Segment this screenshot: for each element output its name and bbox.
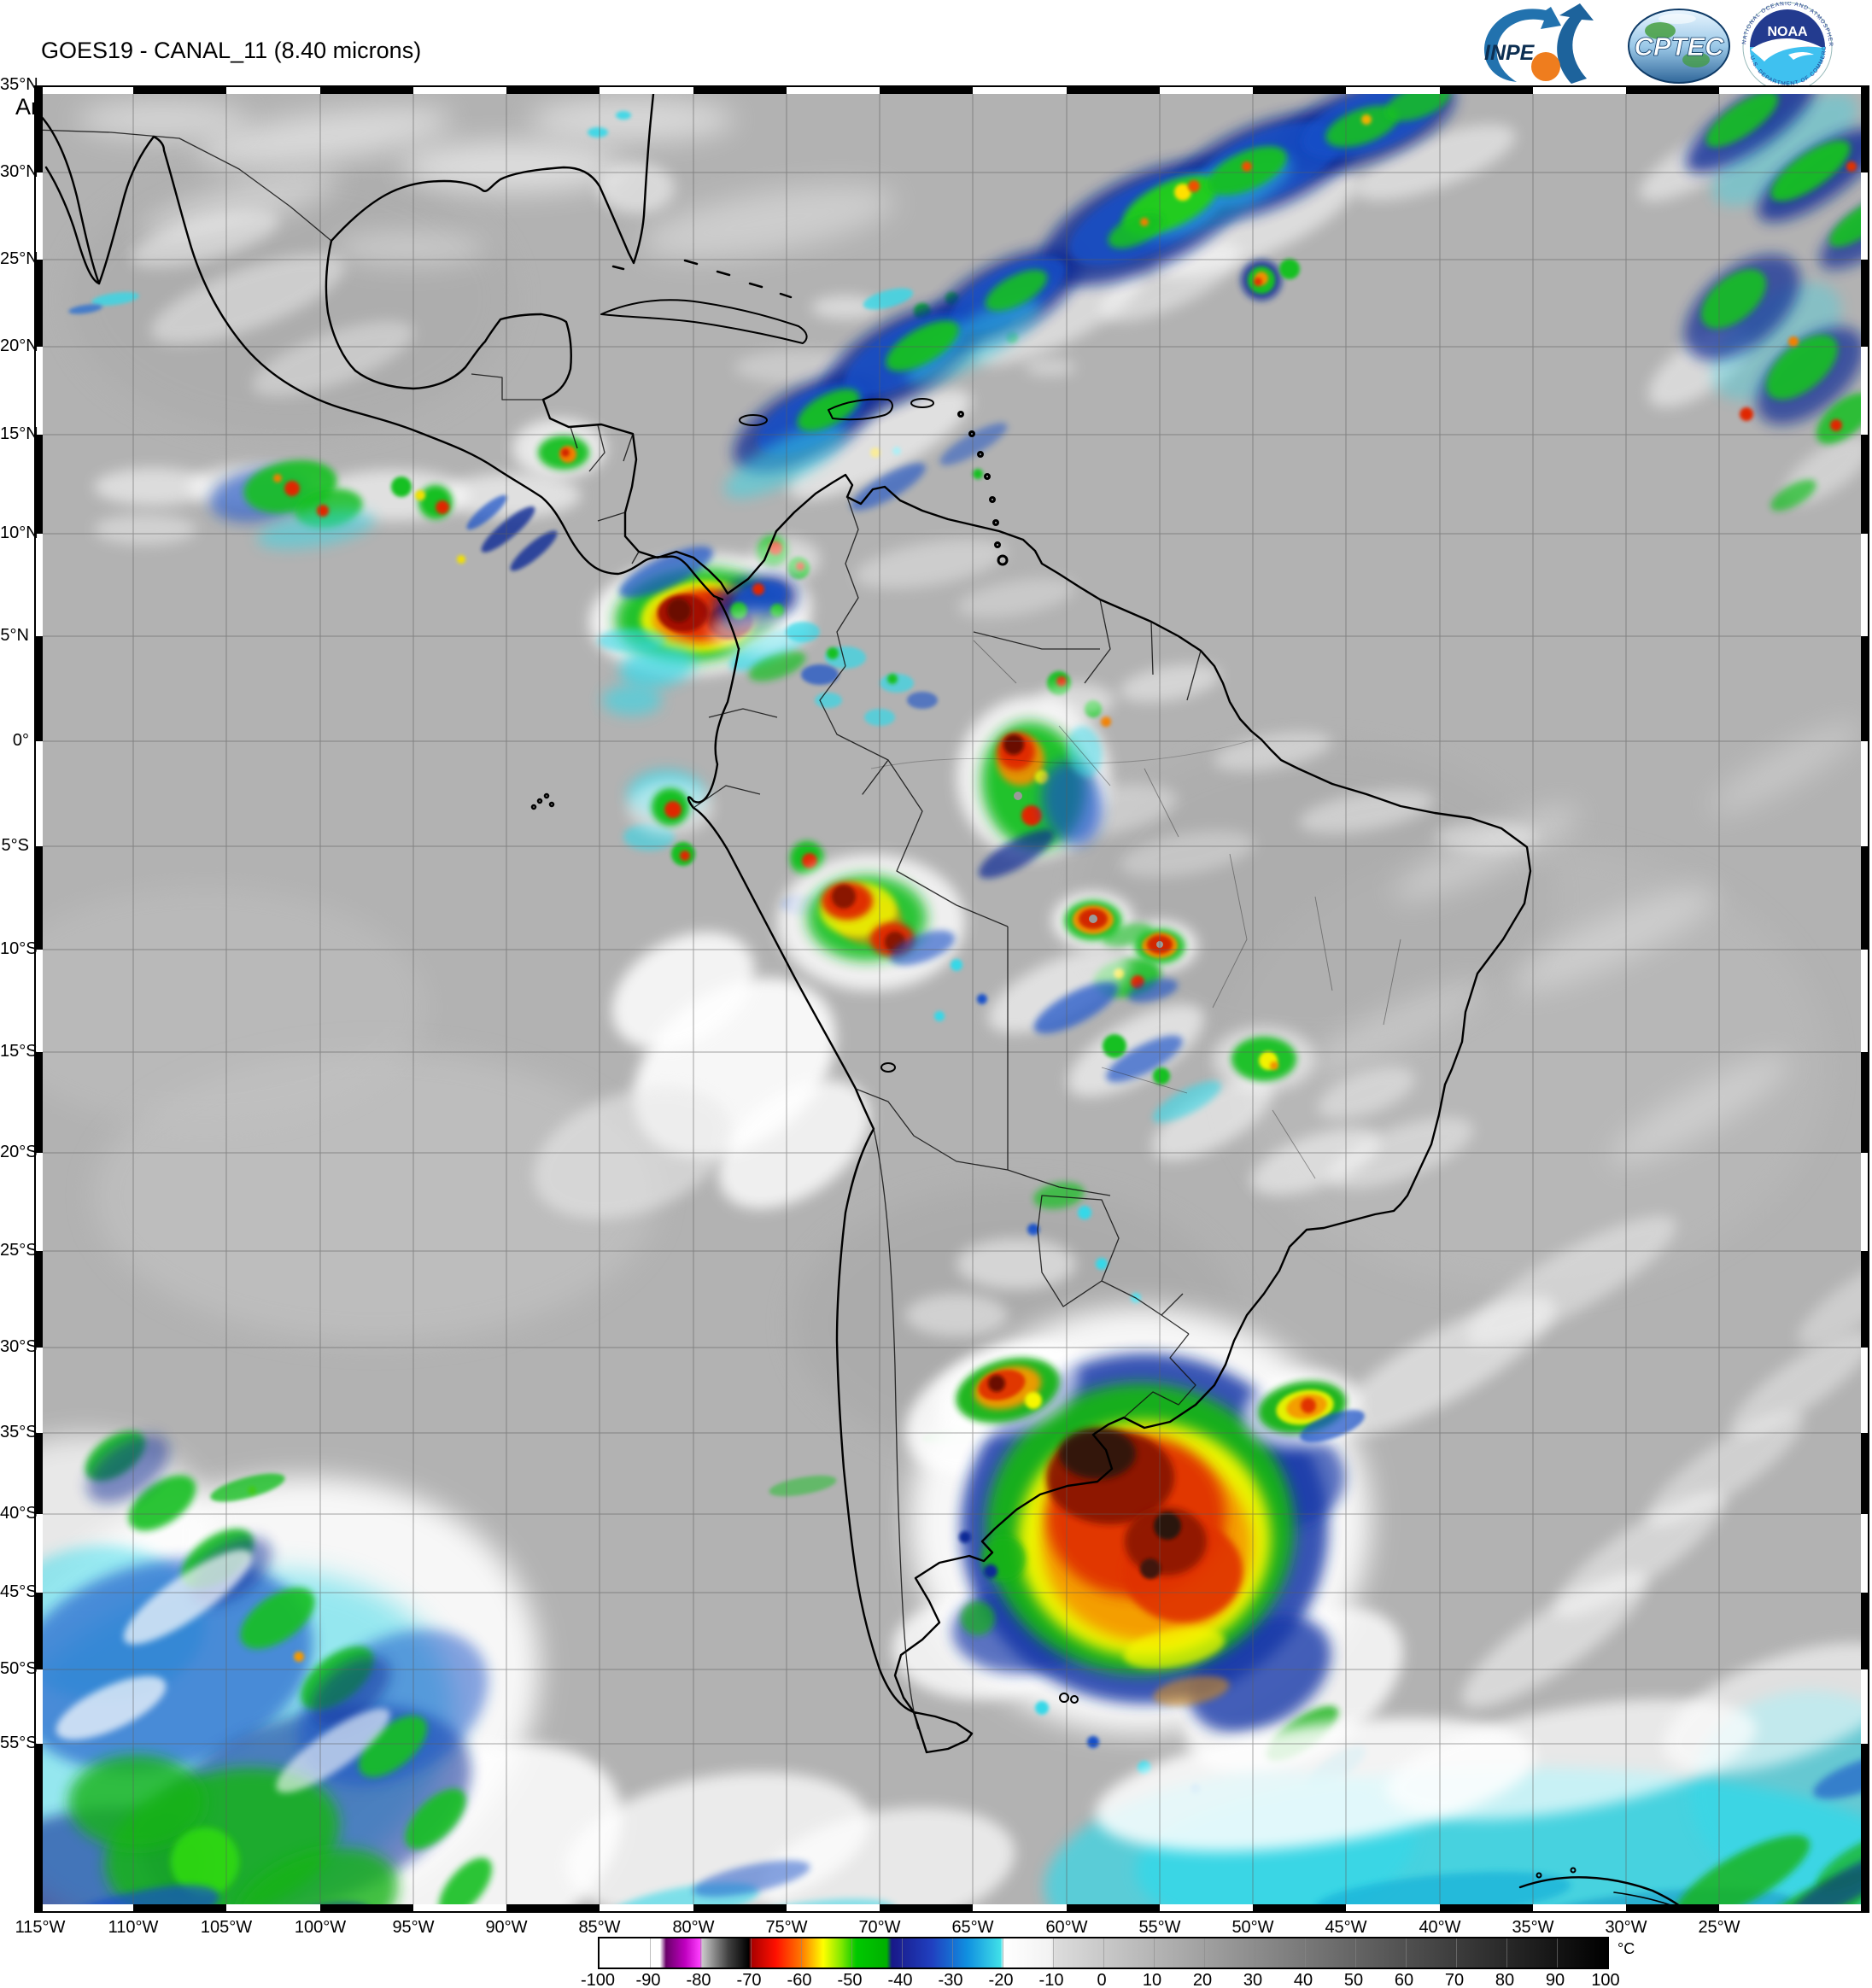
country-borders <box>34 129 1202 1730</box>
color-scale-tick-line <box>751 1938 752 1968</box>
color-scale-tick-line <box>650 1938 651 1968</box>
lon-label: 65°W <box>951 1918 994 1937</box>
color-scale-tick-label: -50 <box>837 1971 863 1988</box>
color-scale-tick-line <box>1355 1938 1356 1968</box>
color-scale-tick-line <box>851 1938 852 1968</box>
lat-label: 55°S <box>0 1734 38 1752</box>
lon-label: 60°W <box>1045 1918 1088 1937</box>
color-scale-tick-label: -60 <box>787 1971 812 1988</box>
color-scale-tick-label: 0 <box>1097 1971 1107 1988</box>
color-scale-tick-label: -90 <box>635 1971 661 1988</box>
inpe-logo-text: INPE <box>1484 41 1536 65</box>
color-scale-tick-line <box>700 1938 701 1968</box>
color-scale-tick-line <box>1103 1938 1104 1968</box>
lon-label: 70°W <box>858 1918 901 1937</box>
lat-label: 30°S <box>0 1337 38 1356</box>
lon-label: 75°W <box>765 1918 808 1937</box>
lon-label: 40°W <box>1419 1918 1461 1937</box>
lon-label: 85°W <box>578 1918 621 1937</box>
color-scale-tick-label: -20 <box>988 1971 1014 1988</box>
storm-argentina <box>892 1307 1403 1794</box>
color-scale-tick-line <box>1154 1938 1155 1968</box>
lat-label: 15°N <box>0 424 38 443</box>
lat-label: 0° <box>12 731 29 750</box>
color-scale-bar <box>598 1937 1609 1969</box>
color-scale-tick-label: 80 <box>1495 1971 1515 1988</box>
lat-label: 35°S <box>0 1423 38 1441</box>
color-scale-tick-label: 30 <box>1243 1971 1263 1988</box>
color-scale-tick-line <box>1557 1938 1558 1968</box>
lat-label: 5°S <box>1 836 29 855</box>
color-scale-tick-label: 50 <box>1343 1971 1364 1988</box>
color-scale-tick-label: 20 <box>1192 1971 1213 1988</box>
color-scale-tick-label: -100 <box>580 1971 616 1988</box>
convection-se-brazil <box>988 948 1415 1196</box>
coastlines <box>34 85 1686 1911</box>
color-scale-tick-line <box>1204 1938 1205 1968</box>
lon-label: 50°W <box>1231 1918 1274 1937</box>
lon-label: 90°W <box>485 1918 528 1937</box>
noaa-logo-icon: NOAA NATIONAL OCEANIC AND ATMOSPHERIC AD… <box>1737 2 1833 92</box>
lon-label: 35°W <box>1512 1918 1554 1937</box>
logo-row: INPE CPTEC NOAA NATIONAL <box>1471 0 1872 94</box>
color-scale-tick-line <box>801 1938 802 1968</box>
lon-label: 55°W <box>1138 1918 1181 1937</box>
lon-label: 25°W <box>1698 1918 1740 1937</box>
lat-label: 20°S <box>0 1143 38 1161</box>
lat-label: 45°S <box>0 1582 38 1601</box>
color-scale-tick-label: -40 <box>887 1971 913 1988</box>
color-scale-tick-label: -30 <box>938 1971 963 1988</box>
inpe-logo-icon: INPE <box>1483 3 1594 84</box>
color-scale-tick-label: 100 <box>1591 1971 1620 1988</box>
cptec-logo-text: CPTEC <box>1634 32 1724 61</box>
lon-label: 115°W <box>15 1918 66 1937</box>
color-scale-tick-line <box>1456 1938 1457 1968</box>
lat-label: 25°S <box>0 1241 38 1260</box>
cptec-logo-icon: CPTEC <box>1628 9 1730 84</box>
lat-label: 5°N <box>0 626 29 645</box>
state-borders <box>870 640 1401 1179</box>
lon-label: 100°W <box>294 1918 347 1937</box>
color-scale-tick-label: 40 <box>1293 1971 1313 1988</box>
lon-label: 110°W <box>108 1918 159 1937</box>
color-scale-tick-label: 10 <box>1142 1971 1162 1988</box>
map-neatline <box>34 85 1869 1913</box>
lat-label: 10°S <box>0 939 38 958</box>
color-scale-unit: °C <box>1618 1940 1635 1957</box>
cloud-fields <box>77 98 1860 1437</box>
color-scale-tick-label: 90 <box>1545 1971 1565 1988</box>
lat-label: 50°S <box>0 1659 38 1678</box>
lon-label: 30°W <box>1605 1918 1647 1937</box>
lon-label: 95°W <box>392 1918 435 1937</box>
color-scale-tick-line <box>952 1938 953 1968</box>
lon-label: 45°W <box>1325 1918 1367 1937</box>
graticule <box>34 85 1869 1913</box>
color-scale-tick-label: -10 <box>1038 1971 1064 1988</box>
satellite-map <box>34 85 1869 1913</box>
noaa-logo-text: NOAA <box>1767 25 1808 39</box>
lon-label: 80°W <box>672 1918 715 1937</box>
lat-label: 10°N <box>0 523 38 542</box>
color-scale-tick-label: -70 <box>736 1971 762 1988</box>
color-scale-tick-label: 70 <box>1444 1971 1465 1988</box>
southern-belt <box>565 1250 1869 1913</box>
color-scale-tick-line <box>1506 1938 1507 1968</box>
lon-label: 105°W <box>200 1918 253 1937</box>
convection-itcz-central-america <box>94 418 606 571</box>
lat-label: 40°S <box>0 1504 38 1523</box>
color-scale-tick-line <box>1053 1938 1054 1968</box>
color-scale-tick-label: -80 <box>686 1971 711 1988</box>
color-scale-tick-line <box>902 1938 903 1968</box>
lat-label: 20°N <box>0 336 38 355</box>
color-scale-tick-line <box>1305 1938 1306 1968</box>
lat-label: 15°S <box>0 1042 38 1061</box>
color-scale-tick-line <box>1406 1938 1407 1968</box>
lat-label: 25°N <box>0 249 38 268</box>
color-scale-tick-label: 60 <box>1394 1971 1414 1988</box>
map-title: GOES19 - CANAL_11 (8.40 microns) <box>41 38 422 63</box>
